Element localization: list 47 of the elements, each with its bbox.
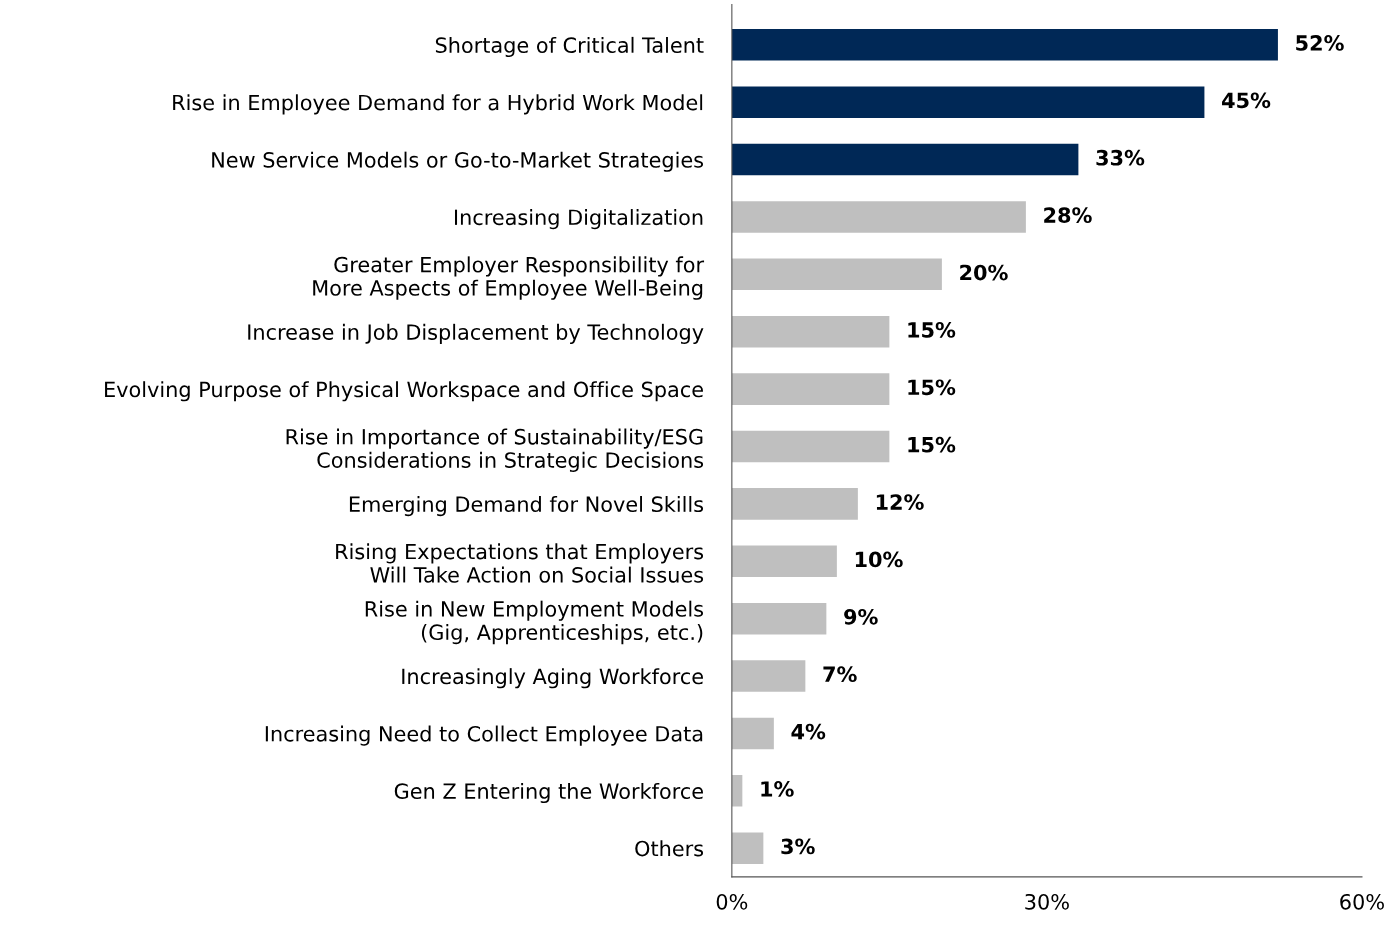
y-tick-label: New Service Models or Go-to-Market Strategies — [212, 151, 704, 172]
bar — [731, 602, 827, 635]
y-tick-label: Emerging Demand for Novel Skills — [349, 495, 704, 517]
data-label: 52% — [1296, 35, 1344, 51]
y-tick-label: Increasingly Aging Workforce — [402, 668, 703, 689]
y-tick-label: Increase in Job Displacement by Technology — [248, 323, 704, 344]
y-tick-label: Rise in New Employment Models (Gig, Apprenticeships, etc.) — [365, 600, 704, 645]
y-tick-label: Others — [635, 840, 704, 857]
bar — [731, 315, 890, 348]
bar — [731, 373, 890, 405]
y-tick-label: Rise in Employee Demand for a Hybrid Work Model — [173, 94, 703, 115]
data-label: 15% — [908, 322, 956, 338]
data-label: 4% — [791, 723, 826, 740]
y-tick-label: Greater Employer Responsibility for More Aspects of Employee Well-Being — [313, 256, 705, 300]
y-tick-label: Gen Z Entering the Workforce — [394, 782, 703, 804]
x-tick-label: 60% — [1340, 893, 1384, 910]
y-tick-label: Increasing Need to Collect Employee Data — [265, 725, 703, 746]
data-label: 10% — [855, 551, 903, 568]
x-tick-label: 0% — [716, 893, 748, 910]
bar — [731, 29, 1278, 61]
bar — [731, 545, 837, 578]
bar — [731, 660, 806, 692]
data-label: 1% — [761, 781, 794, 797]
data-label: 9% — [844, 608, 878, 625]
data-label: 3% — [781, 838, 815, 855]
data-label: 7% — [823, 666, 857, 683]
bar — [731, 488, 858, 520]
data-label: 45% — [1222, 92, 1271, 109]
data-label: 12% — [876, 494, 924, 510]
data-label: 28% — [1044, 207, 1092, 223]
bar — [731, 258, 942, 291]
data-label: 33% — [1096, 149, 1145, 166]
y-tick-label: Shortage of Critical Talent — [435, 36, 704, 58]
bar — [731, 430, 890, 463]
bar — [731, 86, 1205, 118]
bar — [731, 717, 774, 750]
x-tick-label: 30% — [1025, 893, 1069, 910]
data-label: 15% — [908, 436, 956, 453]
data-label: 20% — [960, 264, 1008, 281]
data-label: 15% — [908, 379, 956, 396]
y-tick-label: Rising Expectations that Employers Will Take Action on Social Issues — [336, 543, 704, 583]
y-tick-label: Evolving Purpose of Physical Workspace and Office Space — [105, 381, 703, 402]
y-tick-label: Rise in Importance of Sustainability/ESG Considerations in Strategic Decisions — [286, 428, 704, 472]
y-tick-label: Increasing Digitalization — [454, 209, 703, 230]
bar — [731, 201, 1026, 233]
bar — [731, 832, 764, 864]
bar — [731, 143, 1079, 176]
